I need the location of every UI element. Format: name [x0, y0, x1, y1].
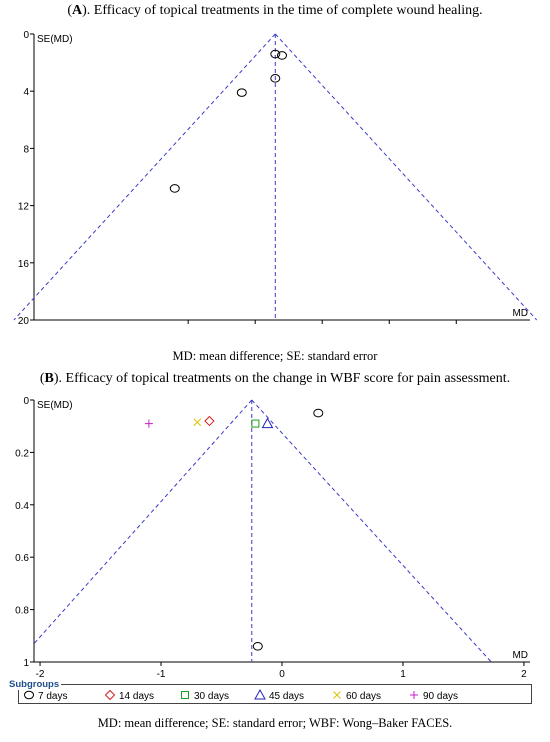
- chart-b-y-axis-label: SE(MD): [37, 400, 73, 411]
- chart-a-caption: MD: mean difference; SE: standard error: [172, 349, 378, 363]
- legend-label: 14 days: [119, 691, 154, 702]
- legend-marker: [24, 690, 34, 700]
- chart-a-data-point: [270, 49, 281, 59]
- funnel-plot-b: 0 0.2 0.4 0.6 0.8 1 -2 -1 0 1 2 SE(MD) MD: [15, 396, 530, 680]
- chart-b-data-point: [252, 641, 263, 651]
- chart-a-y-tick-label: 0: [23, 30, 29, 41]
- chart-a-y-axis-label: SE(MD): [37, 34, 73, 45]
- chart-b-data-point: [313, 408, 324, 418]
- chart-b-x-axis-label: MD: [512, 650, 528, 661]
- legend-marker: [254, 688, 266, 700]
- chart-a-x-axis-label: MD: [512, 308, 528, 319]
- legend-marker: [104, 689, 116, 701]
- chart-a-data-point: [169, 184, 180, 193]
- chart-b-y-tick-label: 0.2: [15, 448, 29, 459]
- chart-a-y-tick-label: 20: [18, 316, 30, 327]
- chart-b-data-point: [193, 418, 202, 427]
- chart-a-y-tick-label: 12: [18, 202, 30, 213]
- chart-b-title-letter: B: [44, 371, 54, 386]
- chart-a-y-tick-label: 8: [23, 144, 29, 155]
- chart-a-y-tick-label: 16: [18, 259, 30, 270]
- chart-b-y-tick-label: 0.4: [15, 501, 29, 512]
- chart-b-data-point: [144, 419, 153, 428]
- chart-b-data-point: [204, 415, 215, 427]
- chart-b-x-tick-label: 1: [400, 669, 406, 680]
- chart-a-data-point: [277, 51, 287, 60]
- chart-a-data-point: [236, 88, 247, 97]
- chart-b-x-tick-label: -1: [157, 669, 166, 680]
- chart-b-title: (B). Efficacy of topical treatments on t…: [39, 371, 511, 386]
- legend-label: 30 days: [194, 691, 229, 702]
- chart-b-x-tick-label: 2: [521, 669, 527, 680]
- chart-b-data-point: [251, 419, 260, 428]
- chart-b-data-point: [261, 417, 274, 429]
- chart-a-title: (A). Efficacy of topical treatments in t…: [67, 3, 483, 18]
- chart-a-funnel-left: [13, 33, 276, 321]
- chart-a-y-tick-label: 4: [23, 87, 29, 98]
- legend-box: 7 days 14 days 30 days 45 days 60 days 90 day…: [18, 684, 532, 704]
- chart-b-y-tick-label: 0.8: [15, 606, 29, 617]
- chart-b-title-text: ). Efficacy of topical treatments on the…: [53, 371, 511, 386]
- chart-b-y-tick-label: 1: [23, 658, 29, 669]
- legend-marker: [181, 691, 189, 699]
- chart-a-title-letter: A: [71, 3, 83, 18]
- legend-marker: [333, 691, 341, 699]
- chart-b-x-tick-label: -2: [36, 669, 45, 680]
- legend-title: Subgroups: [7, 679, 62, 690]
- chart-b-funnel-right: [251, 399, 492, 663]
- legend-label: 60 days: [346, 691, 381, 702]
- chart-b-y-tick-label: 0: [23, 396, 29, 407]
- legend-label: 7 days: [38, 691, 67, 702]
- legend-markers: 7 days 14 days 30 days 45 days 60 days 90 day…: [24, 688, 458, 702]
- chart-b-x-tick-label: 0: [279, 669, 285, 680]
- chart-b-caption: MD: mean difference; SE: standard error;…: [97, 716, 453, 730]
- legend-label: 90 days: [423, 691, 458, 702]
- chart-a-title-text: ). Efficacy of topical treatments in the…: [82, 3, 483, 18]
- legend-label: 45 days: [269, 691, 304, 702]
- chart-b-funnel-left: [33, 399, 253, 644]
- chart-a-data-point: [270, 74, 281, 83]
- chart-b-y-tick-label: 0.6: [15, 553, 29, 564]
- legend-marker: [410, 691, 418, 699]
- chart-a-funnel-right: [274, 33, 538, 321]
